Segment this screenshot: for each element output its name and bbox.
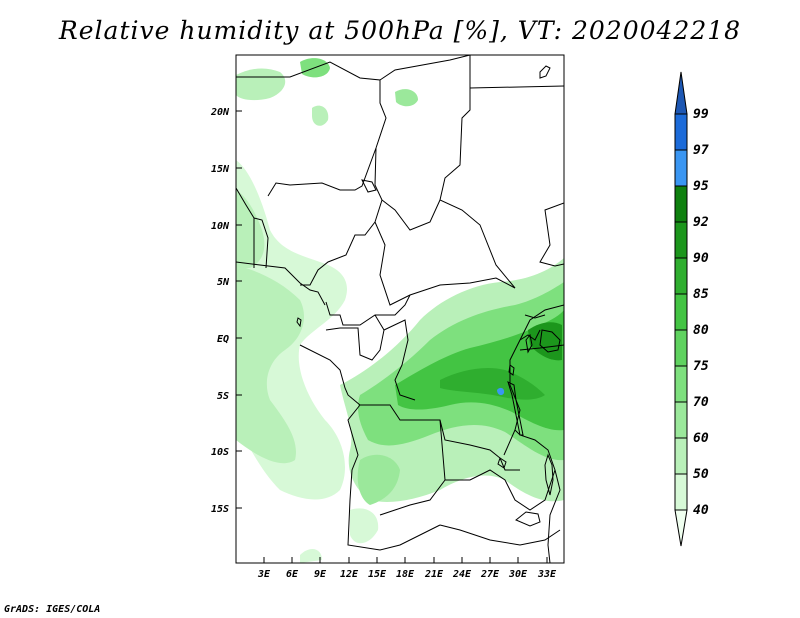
lake-chad (361, 179, 377, 193)
colorbar-label: 40 (693, 503, 709, 518)
lake-albert (525, 333, 533, 354)
grads-credit: GrADS: IGES/COLA (4, 604, 101, 615)
colorbar-segment (674, 473, 688, 511)
gulf-guinea-coast (236, 261, 326, 306)
colorbar-segment (674, 293, 688, 331)
humidity-region-north-c (395, 89, 418, 107)
lake-malawi (544, 453, 554, 496)
colorbar-segment (674, 221, 688, 259)
coast-small-lake (515, 511, 541, 527)
island (296, 317, 302, 328)
longitude-axis: 3E 6E 9E 12E 15E 18E 21E 24E 27E 30E 33E (257, 557, 557, 580)
humidity-region-atlantic-inner (236, 265, 305, 464)
colorbar-label: 70 (693, 395, 709, 410)
humidity-field (236, 58, 564, 563)
humidity-region-south-c (350, 508, 379, 544)
colorbar-label: 90 (693, 251, 709, 266)
colorbar-label: 85 (693, 287, 709, 302)
humidity-region-north-coast (236, 190, 265, 268)
colorbar-segment (674, 437, 688, 475)
lat-label: 5S (217, 391, 229, 402)
lon-label: 12E (340, 569, 359, 580)
colorbar-label: 97 (693, 143, 709, 158)
colorbar-label: 92 (693, 215, 709, 230)
colorbar-label: 75 (693, 359, 709, 374)
lon-label: 18E (396, 569, 415, 580)
lat-label: 15S (211, 504, 229, 515)
lat-label: EQ (217, 334, 229, 345)
lon-label: 15E (368, 569, 387, 580)
humidity-region-south-b (300, 548, 322, 563)
lat-label: 10N (211, 221, 230, 232)
lat-label: 5N (217, 277, 230, 288)
country-borders (236, 55, 564, 563)
colorbar-label: 60 (693, 431, 709, 446)
lake-tanganyika (507, 381, 524, 436)
colorbar-segment (674, 185, 688, 223)
lat-label: 20N (210, 107, 230, 118)
colorbar-segment (674, 257, 688, 295)
coast-north-east (539, 65, 551, 79)
lon-label: 21E (424, 569, 444, 580)
humidity-region-south-a (357, 454, 400, 505)
colorbar-segment (674, 149, 688, 187)
colorbar-segment (674, 401, 688, 439)
lon-label: 27E (480, 569, 500, 580)
lon-label: 24E (452, 569, 472, 580)
colorbar-bottom-cap (674, 509, 688, 547)
colorbar-label: 80 (693, 323, 709, 338)
lake-kivu (508, 364, 515, 376)
humidity-region-central-core (440, 368, 545, 400)
lon-label: 6E (286, 569, 299, 580)
lon-label: 33E (537, 569, 557, 580)
humidity-region-north-d (312, 105, 329, 126)
colorbar-segment (674, 329, 688, 367)
lon-label: 30E (508, 569, 528, 580)
colorbar-label: 50 (693, 467, 709, 482)
colorbar-label: 95 (693, 179, 709, 194)
colorbar-label: 99 (693, 107, 709, 122)
humidity-region-blue-spot (497, 387, 505, 396)
lake-outlines (236, 65, 561, 527)
lake-mweru (497, 457, 507, 469)
colorbar-segment (674, 365, 688, 403)
colorbar: 40 50 60 70 75 80 85 90 92 95 97 99 (674, 71, 709, 547)
colorbar-top-cap (674, 71, 688, 115)
map-frame (235, 54, 565, 564)
lat-label: 15N (211, 164, 230, 175)
lake-victoria (539, 329, 561, 353)
lon-label: 9E (314, 569, 327, 580)
map-title: Relative humidity at 500hPa [%], VT: 202… (58, 16, 742, 45)
latitude-axis: 20N 15N 10N 5N EQ 5S 10S 15S (210, 107, 242, 515)
colorbar-segment (674, 113, 688, 151)
lon-label: 3E (257, 569, 271, 580)
humidity-region-north-a (236, 68, 286, 101)
lat-label: 10S (211, 447, 229, 458)
